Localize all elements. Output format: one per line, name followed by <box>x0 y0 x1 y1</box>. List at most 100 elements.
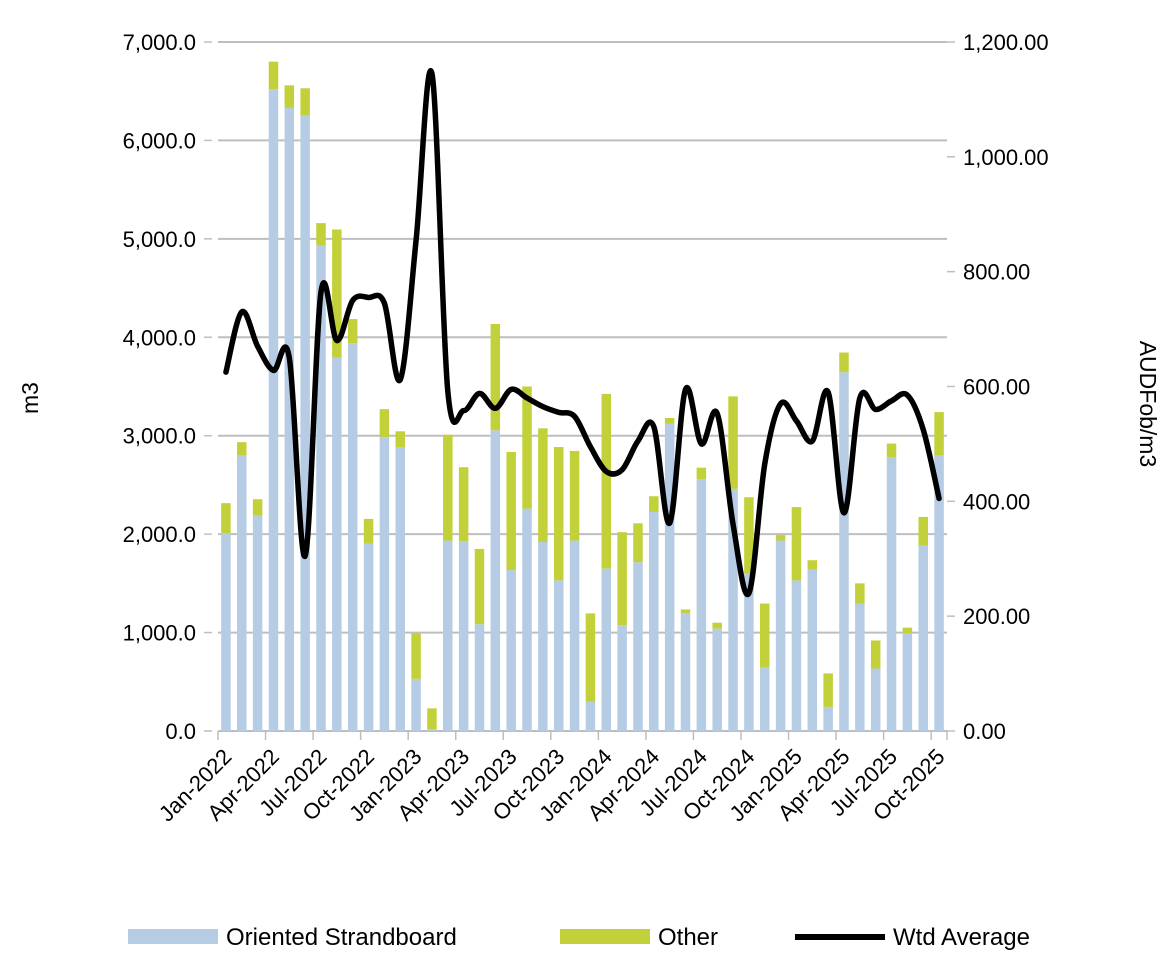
bar-segment-other <box>696 467 707 480</box>
bar-segment-oriented-strandboard <box>569 540 580 731</box>
bar-segment-oriented-strandboard <box>696 479 707 731</box>
right-axis-tick-label: 200.00 <box>963 604 1030 629</box>
bar-segment-other <box>506 451 516 571</box>
left-axis-tick-label: 1,000.0 <box>123 621 196 646</box>
bar-segment-oriented-strandboard <box>601 568 612 731</box>
right-axis-tick-label: 600.00 <box>963 375 1030 400</box>
bar-segment-other <box>601 393 612 569</box>
bar-segment-other <box>268 61 279 90</box>
bar-segment-other <box>823 673 833 707</box>
bar-segment-other <box>347 319 358 344</box>
bar-segment-other <box>649 496 659 512</box>
bar-segment-oriented-strandboard <box>791 580 802 731</box>
left-axis-tick-label: 5,000.0 <box>123 227 196 252</box>
bar-segment-other <box>237 442 247 456</box>
bar-segment-other <box>791 507 802 581</box>
bar-segment-oriented-strandboard <box>934 455 944 731</box>
bar-segment-oriented-strandboard <box>918 545 928 731</box>
right-axis-tick-label: 1,000.00 <box>963 145 1049 170</box>
bar-segment-oriented-strandboard <box>379 437 390 731</box>
bar-segment-other <box>633 523 643 563</box>
bar-segment-other <box>744 497 754 574</box>
bar-segment-other <box>363 518 374 544</box>
bar-segment-other <box>379 409 390 438</box>
right-axis-tick-label: 1,200.00 <box>963 30 1049 55</box>
legend-swatch-oriented-strandboard-icon <box>128 929 218 944</box>
bar-segment-oriented-strandboard <box>553 580 564 731</box>
bar-segment-oriented-strandboard <box>680 613 691 731</box>
gridlines <box>218 41 947 732</box>
bar-segment-oriented-strandboard <box>886 457 897 731</box>
bar-segment-oriented-strandboard <box>712 628 722 731</box>
bar-segment-oriented-strandboard <box>775 540 786 731</box>
bar-segment-other <box>902 627 913 634</box>
bar-segment-other <box>332 229 342 358</box>
bar-segment-oriented-strandboard <box>807 569 818 731</box>
bar-segment-oriented-strandboard <box>443 540 453 731</box>
right-axis-tick-label: 0.00 <box>963 719 1006 744</box>
bar-segment-other <box>300 88 310 116</box>
right-axis-tick-labels: 0.00 200.00 400.00 600.00 800.00 1,000.00 1,20… <box>963 30 1049 744</box>
bar-segment-oriented-strandboard <box>538 542 548 731</box>
left-axis-tick-label: 6,000.0 <box>123 128 196 153</box>
bar-segment-other <box>443 434 453 541</box>
bar-segment-oriented-strandboard <box>411 678 421 731</box>
legend-label-wtd-average: Wtd Average <box>893 924 1030 951</box>
bar-segment-oriented-strandboard <box>474 624 485 731</box>
bar-segment-oriented-strandboard <box>506 570 516 731</box>
bar-segment-oriented-strandboard <box>395 447 405 731</box>
bar-segment-oriented-strandboard <box>268 89 279 731</box>
bar-segment-other <box>411 633 421 679</box>
bar-series-other <box>221 61 944 730</box>
bar-segment-oriented-strandboard <box>823 706 833 731</box>
legend: Oriented Strandboard Other Wtd Average <box>128 924 1030 951</box>
bar-segment-other <box>284 85 295 108</box>
left-axis-tick-label: 3,000.0 <box>123 424 196 449</box>
bar-segment-oriented-strandboard <box>316 245 326 732</box>
line-series-wtd-average <box>223 67 942 598</box>
bar-segment-oriented-strandboard <box>458 541 469 731</box>
legend-label-oriented-strandboard: Oriented Strandboard <box>226 924 457 951</box>
bar-segment-other <box>553 447 564 581</box>
bar-segment-other <box>712 622 722 629</box>
bar-segment-oriented-strandboard <box>363 543 374 731</box>
bar-segment-oriented-strandboard <box>427 729 437 731</box>
x-axis-tick-labels: Jan-2022Apr-2022Jul-2022Oct-2022Jan-2023… <box>154 744 950 827</box>
bar-segment-oriented-strandboard <box>252 515 263 731</box>
bar-segment-other <box>728 396 738 489</box>
bar-segment-oriented-strandboard <box>300 115 310 732</box>
bar-segment-other <box>585 613 596 702</box>
right-axis-tick-label: 800.00 <box>963 260 1030 285</box>
bar-segment-oriented-strandboard <box>728 488 738 731</box>
bar-segment-other <box>316 223 326 246</box>
bar-segment-oriented-strandboard <box>855 603 865 731</box>
bar-segment-oriented-strandboard <box>522 508 532 731</box>
bar-segment-other <box>474 548 485 625</box>
bar-segment-other <box>252 499 263 516</box>
bar-segment-oriented-strandboard <box>902 633 913 731</box>
bar-segment-other <box>775 535 786 541</box>
legend-line-wtd-average-icon <box>795 934 885 940</box>
left-axis-title: m3 <box>17 382 43 414</box>
bar-segment-oriented-strandboard <box>221 533 231 731</box>
bar-segment-oriented-strandboard <box>760 667 770 731</box>
bar-segment-other <box>839 352 849 373</box>
bar-segment-other <box>490 323 501 431</box>
legend-label-other: Other <box>658 924 718 951</box>
bar-segment-other <box>934 412 944 456</box>
bar-segment-oriented-strandboard <box>633 562 643 731</box>
bar-segment-oriented-strandboard <box>347 343 358 731</box>
bar-segment-oriented-strandboard <box>839 372 849 731</box>
bar-segment-oriented-strandboard <box>585 701 596 731</box>
bar-segment-other <box>760 603 770 668</box>
left-axis-tick-label: 4,000.0 <box>123 325 196 350</box>
bar-segment-other <box>807 560 818 570</box>
right-axis-title: AUDFob/m3 <box>1135 341 1161 468</box>
bar-segment-other <box>680 609 691 614</box>
bar-segment-oriented-strandboard <box>664 423 675 731</box>
bar-segment-other <box>569 450 580 541</box>
bar-segment-oriented-strandboard <box>744 573 754 731</box>
bar-segment-oriented-strandboard <box>284 107 295 731</box>
